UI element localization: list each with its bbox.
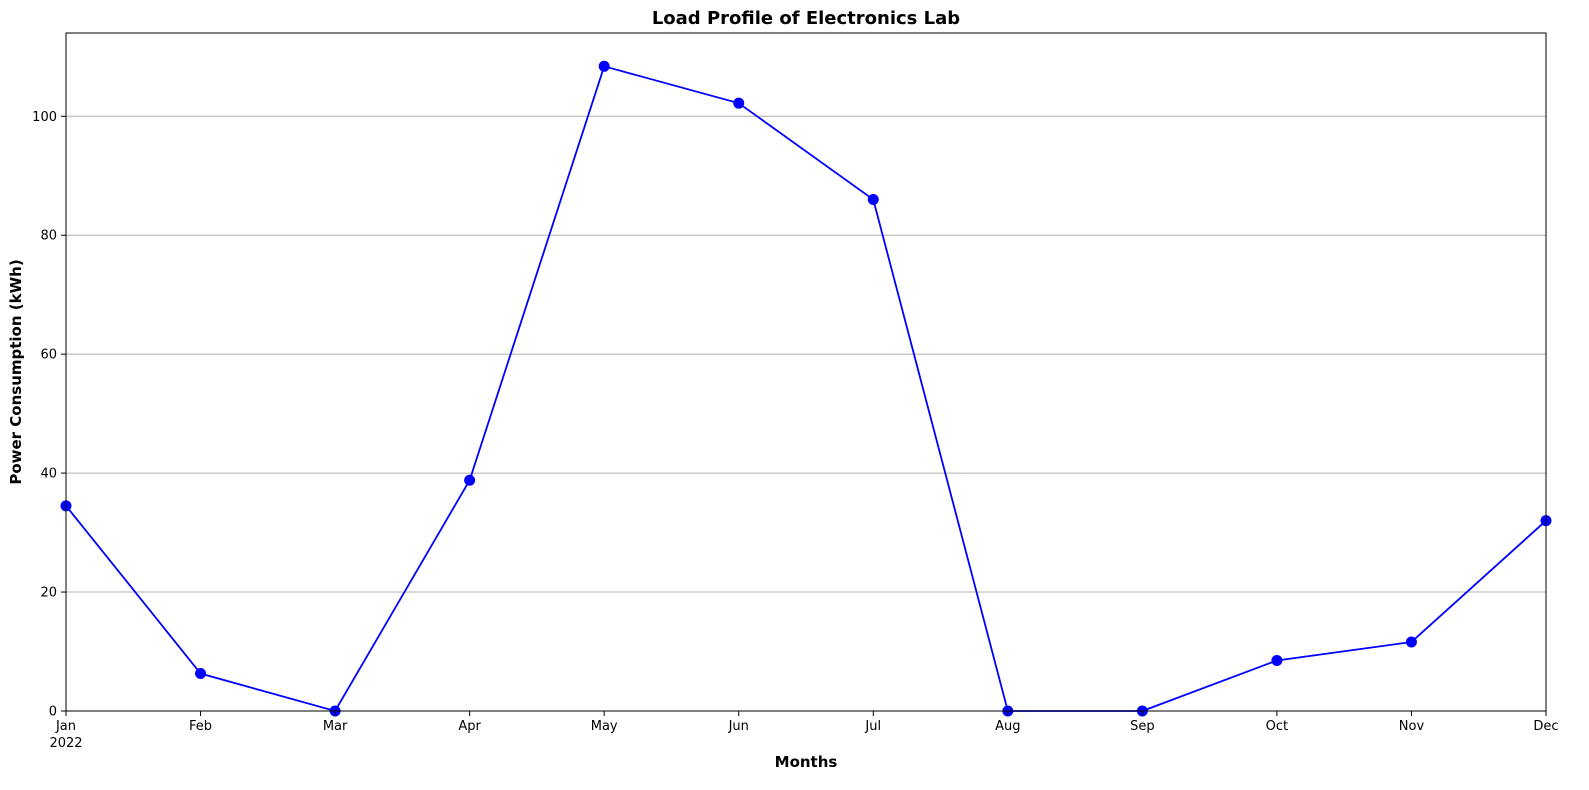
data-point	[195, 668, 207, 680]
y-tick-label: 100	[32, 110, 57, 125]
grid	[66, 115, 1546, 712]
x-tick-label: May	[591, 719, 618, 734]
y-axis-label: Power Consumption (kWh)	[7, 259, 25, 484]
x-tick-label: Apr	[458, 719, 481, 734]
x-tick-label: Feb	[189, 719, 212, 734]
x-tick-label: Mar	[323, 719, 348, 734]
y-tick-label: 60	[40, 348, 57, 363]
plot-frame	[65, 32, 1547, 712]
x-tick-label: Nov	[1399, 719, 1425, 734]
x-tick-label: Jun	[728, 719, 749, 734]
x-tick-label: Jul	[864, 719, 881, 734]
y-tick-label: 0	[49, 705, 57, 720]
data-point	[464, 474, 476, 486]
x-tick-label: Oct	[1266, 719, 1288, 734]
y-tick-label: 20	[40, 586, 57, 601]
x-tick-label: Dec	[1533, 719, 1558, 734]
y-tick-label: 80	[40, 229, 57, 244]
ticks: 0 20 40 60 80 100 Jan Feb Mar Apr May Jun Jul Aug Sep O…	[32, 110, 1558, 734]
y-tick-label: 40	[40, 467, 57, 482]
x-year-label: 2022	[49, 736, 82, 751]
series-line	[65, 65, 1547, 713]
x-tick-label: Sep	[1130, 719, 1155, 734]
chart-title: Load Profile of Electronics Lab	[652, 8, 960, 29]
x-tick-label: Aug	[995, 719, 1020, 734]
data-point	[1271, 654, 1283, 666]
data-point	[1405, 636, 1417, 648]
data-point	[867, 194, 879, 206]
series	[60, 60, 1552, 717]
data-point	[598, 60, 610, 72]
data-point	[733, 97, 745, 109]
x-axis-label: Months	[775, 753, 838, 771]
x-tick-label: Jan	[55, 719, 76, 734]
